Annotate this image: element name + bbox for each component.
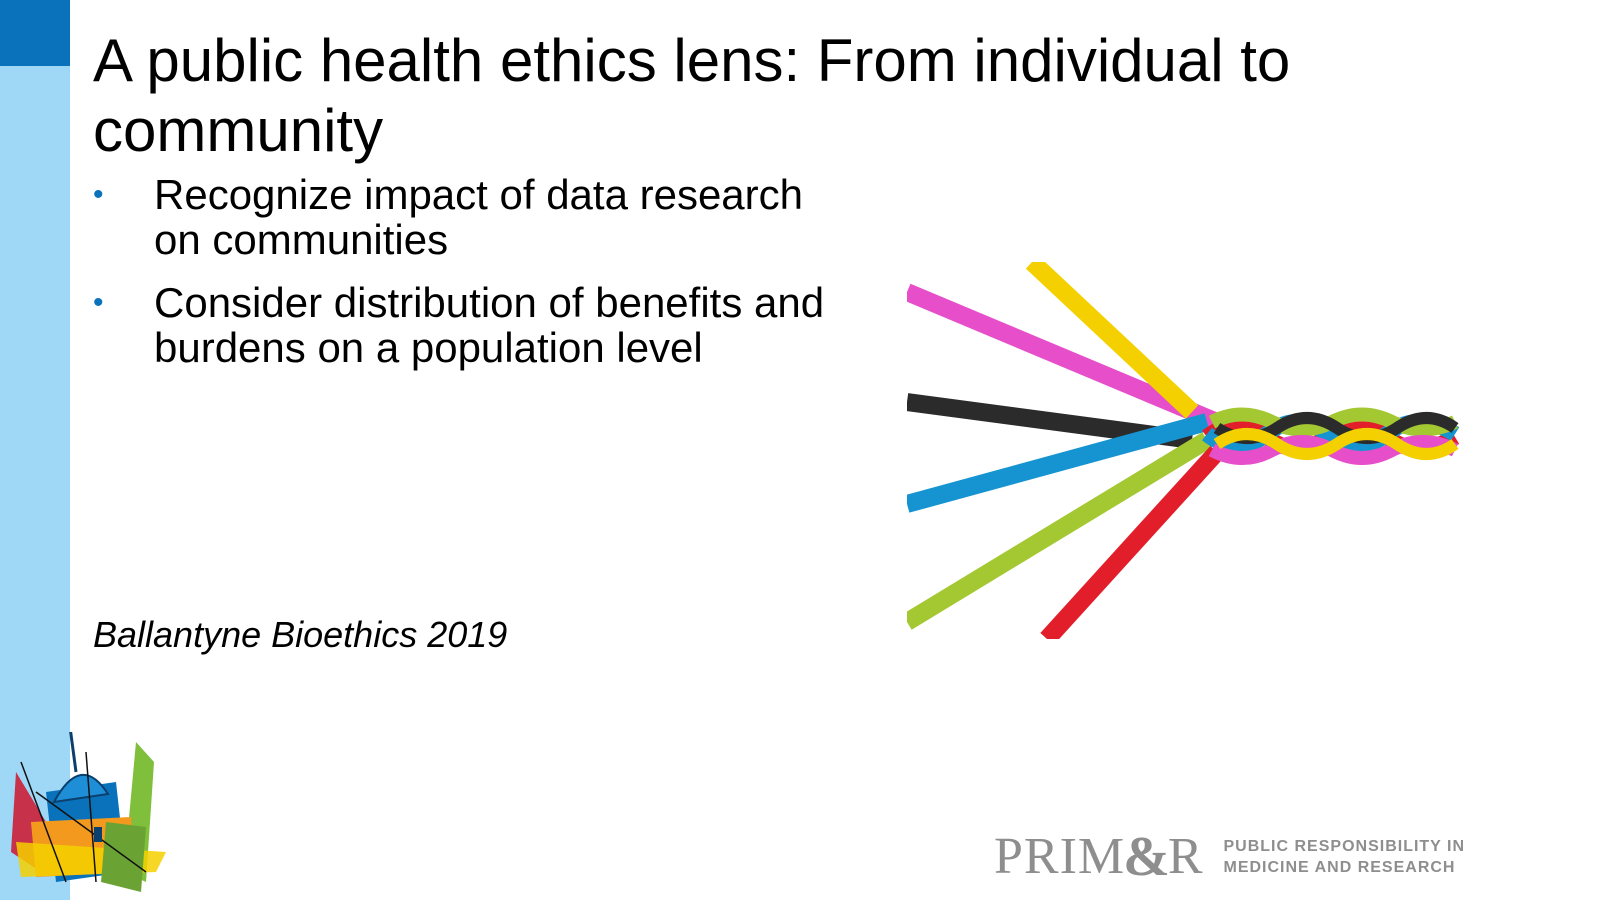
logo-wordmark-right: R xyxy=(1167,828,1204,885)
capitol-building-illustration xyxy=(11,732,166,892)
bullet-text: Consider distribution of benefits and bu… xyxy=(154,279,825,371)
logo-tagline-line2: MEDICINE AND RESEARCH xyxy=(1223,859,1456,876)
left-accent-bar xyxy=(0,0,70,900)
bullet-item: • Consider distribution of benefits and … xyxy=(93,280,833,370)
left-accent-bar-top-block xyxy=(0,0,70,66)
braided-cords-image xyxy=(907,262,1460,639)
logo-tagline: PUBLIC RESPONSIBILITY IN MEDICINE AND RE… xyxy=(1224,836,1466,878)
citation: Ballantyne Bioethics 2019 xyxy=(93,614,508,655)
bullet-text: Recognize impact of data research on com… xyxy=(154,171,804,263)
logo-tagline-line1: PUBLIC RESPONSIBILITY IN xyxy=(1223,838,1466,855)
logo-wordmark-left: PRIM xyxy=(994,828,1126,885)
logo-ampersand: & xyxy=(1123,826,1170,888)
primr-logo: PRIM & R PUBLIC RESPONSIBILITY IN MEDICI… xyxy=(994,826,1466,888)
bullet-icon: • xyxy=(93,286,104,319)
bullet-item: • Recognize impact of data research on c… xyxy=(93,172,833,262)
bullet-icon: • xyxy=(93,178,104,211)
slide-title: A public health ethics lens: From indivi… xyxy=(93,27,1291,164)
bullet-list: • Recognize impact of data research on c… xyxy=(93,172,833,388)
